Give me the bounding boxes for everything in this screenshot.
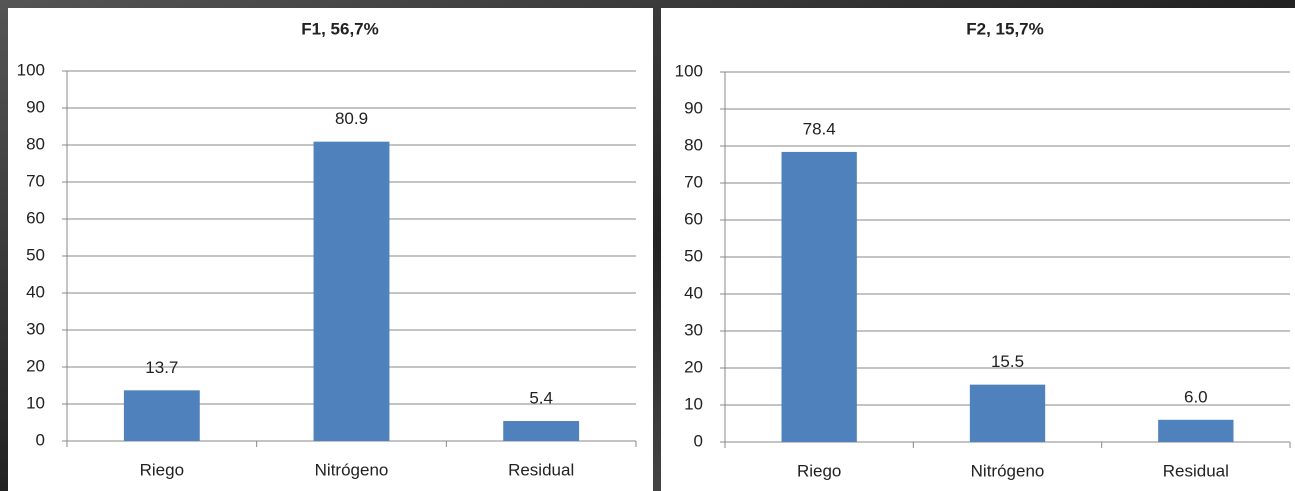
y-tick-label: 0: [36, 430, 45, 449]
x-tick-label: Riego: [140, 460, 184, 479]
data-label: 78.4: [803, 119, 836, 138]
bar: [123, 390, 200, 441]
bar: [1158, 419, 1234, 442]
y-tick-label: 40: [26, 282, 45, 301]
y-tick-label: 40: [684, 283, 703, 302]
bar: [503, 421, 580, 441]
y-tick-label: 30: [684, 320, 703, 339]
y-tick-label: 90: [684, 98, 703, 117]
data-label: 6.0: [1184, 387, 1208, 406]
y-tick-label: 80: [684, 135, 703, 154]
x-tick-label: Riego: [797, 461, 841, 480]
y-tick-label: 10: [26, 393, 45, 412]
y-tick-label: 60: [26, 208, 45, 227]
y-tick-label: 30: [26, 319, 45, 338]
chart-title: F2, 15,7%: [966, 19, 1044, 38]
x-tick-label: Nitrógeno: [315, 460, 389, 479]
data-label: 13.7: [145, 358, 178, 377]
y-tick-label: 70: [684, 172, 703, 191]
data-label: 15.5: [991, 352, 1024, 371]
data-label: 80.9: [335, 109, 368, 128]
y-tick-label: 80: [26, 134, 45, 153]
bar: [969, 384, 1046, 442]
y-tick-label: 0: [694, 431, 703, 450]
x-tick-label: Residual: [508, 460, 574, 479]
y-tick-label: 100: [17, 60, 45, 79]
y-tick-label: 60: [684, 209, 703, 228]
bar: [781, 151, 857, 443]
chart-title: F1, 56,7%: [301, 19, 379, 38]
y-tick-label: 10: [684, 394, 703, 413]
y-tick-label: 20: [26, 356, 45, 375]
x-tick-label: Residual: [1163, 461, 1229, 480]
y-tick-label: 70: [26, 171, 45, 190]
y-tick-label: 90: [26, 97, 45, 116]
data-label: 5.4: [529, 389, 553, 408]
y-tick-label: 50: [684, 246, 703, 265]
bar: [313, 141, 390, 442]
x-tick-label: Nitrógeno: [971, 461, 1045, 480]
y-tick-label: 50: [26, 245, 45, 264]
y-tick-label: 100: [675, 61, 703, 80]
y-tick-label: 20: [684, 357, 703, 376]
